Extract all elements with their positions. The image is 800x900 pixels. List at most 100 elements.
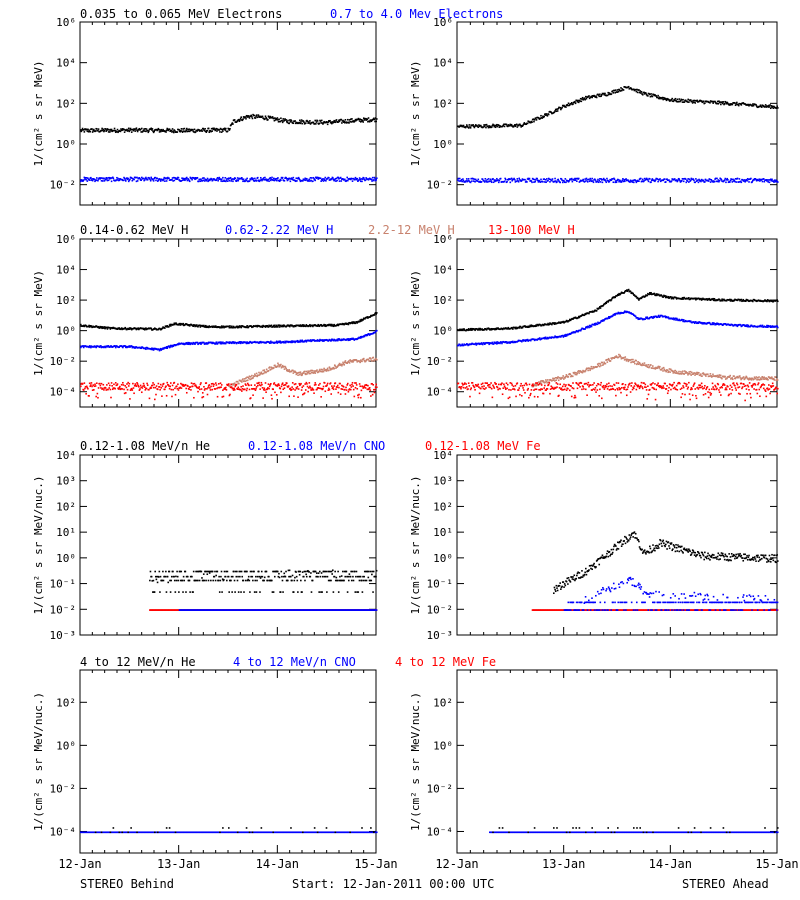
data-point: [708, 297, 711, 300]
data-point: [344, 361, 346, 363]
data-point: [664, 295, 666, 297]
data-point: [344, 393, 347, 395]
data-point: [316, 369, 318, 371]
data-point: [367, 178, 370, 181]
data-point: [135, 327, 137, 330]
data-point: [645, 177, 648, 180]
data-point: [241, 341, 243, 343]
data-point: [273, 179, 276, 182]
data-point: [584, 328, 586, 330]
data-point: [535, 119, 538, 121]
data-point: [292, 372, 295, 374]
data-point: [275, 384, 277, 387]
data-point: [219, 382, 222, 384]
data-point: [533, 178, 536, 181]
data-point: [616, 91, 618, 93]
data-point: [366, 118, 369, 121]
data-point: [206, 129, 209, 132]
data-point: [659, 178, 661, 180]
data-point: [267, 326, 270, 328]
data-point: [678, 318, 681, 321]
data-point: [374, 358, 376, 361]
data-point: [161, 327, 164, 330]
data-point: [647, 179, 649, 181]
data-point: [193, 342, 195, 344]
data-point: [579, 97, 582, 100]
data-point: [174, 393, 177, 396]
data-point: [335, 180, 337, 183]
data-point: [295, 373, 298, 376]
data-point: [578, 316, 581, 319]
data-point: [252, 394, 254, 396]
data-point: [510, 327, 512, 330]
data-point: [528, 178, 530, 181]
data-point: [179, 324, 182, 326]
data-point: [198, 129, 200, 131]
data-point: [107, 382, 110, 385]
data-point: [693, 321, 695, 323]
data-point: [246, 116, 248, 118]
data-point: [90, 382, 93, 384]
data-point: [194, 384, 197, 386]
data-point: [681, 296, 684, 299]
data-point: [165, 346, 168, 348]
data-point: [584, 98, 586, 101]
data-point: [554, 177, 556, 180]
data-point: [115, 179, 118, 181]
data-point: [718, 100, 720, 102]
data-point: [288, 325, 291, 328]
data-point: [671, 97, 673, 100]
data-point: [307, 121, 310, 123]
data-point: [672, 318, 674, 320]
data-point: [768, 181, 771, 184]
data-point: [133, 385, 136, 387]
data-point: [351, 381, 354, 384]
data-point: [284, 340, 286, 343]
data-point: [196, 387, 199, 389]
data-point: [298, 371, 301, 374]
data-point: [198, 388, 201, 391]
data-point: [93, 178, 96, 180]
data-point: [183, 130, 185, 132]
data-point: [485, 180, 487, 182]
data-point: [316, 339, 319, 341]
data-point: [632, 313, 634, 316]
data-point: [353, 120, 356, 123]
data-point: [226, 177, 228, 180]
data-point: [556, 181, 558, 183]
data-point: [530, 324, 533, 326]
data-point: [485, 329, 488, 331]
data-point: [702, 322, 705, 325]
data-point: [540, 114, 542, 117]
data-point: [613, 89, 616, 92]
data-point: [239, 117, 242, 120]
data-point: [91, 179, 94, 182]
data-point: [734, 104, 737, 107]
data-point: [143, 128, 145, 130]
data-point: [165, 177, 167, 179]
data-point: [132, 382, 134, 385]
data-point: [602, 304, 604, 307]
data-point: [772, 107, 775, 110]
data-point: [176, 178, 179, 181]
data-point: [532, 178, 535, 181]
data-point: [306, 178, 308, 180]
data-point: [171, 384, 174, 387]
data-point: [682, 319, 685, 321]
data-point: [80, 180, 82, 183]
data-point: [106, 328, 109, 330]
data-point: [100, 345, 102, 347]
data-point: [545, 178, 548, 180]
data-point: [554, 180, 557, 182]
data-point: [485, 126, 487, 129]
data-point: [511, 179, 513, 182]
data-point: [472, 124, 474, 126]
series-2: [80, 176, 378, 183]
data-point: [511, 341, 513, 344]
data-point: [635, 90, 638, 93]
data-point: [306, 373, 308, 375]
data-point: [148, 397, 151, 400]
data-point: [314, 119, 317, 122]
data-point: [478, 327, 480, 330]
